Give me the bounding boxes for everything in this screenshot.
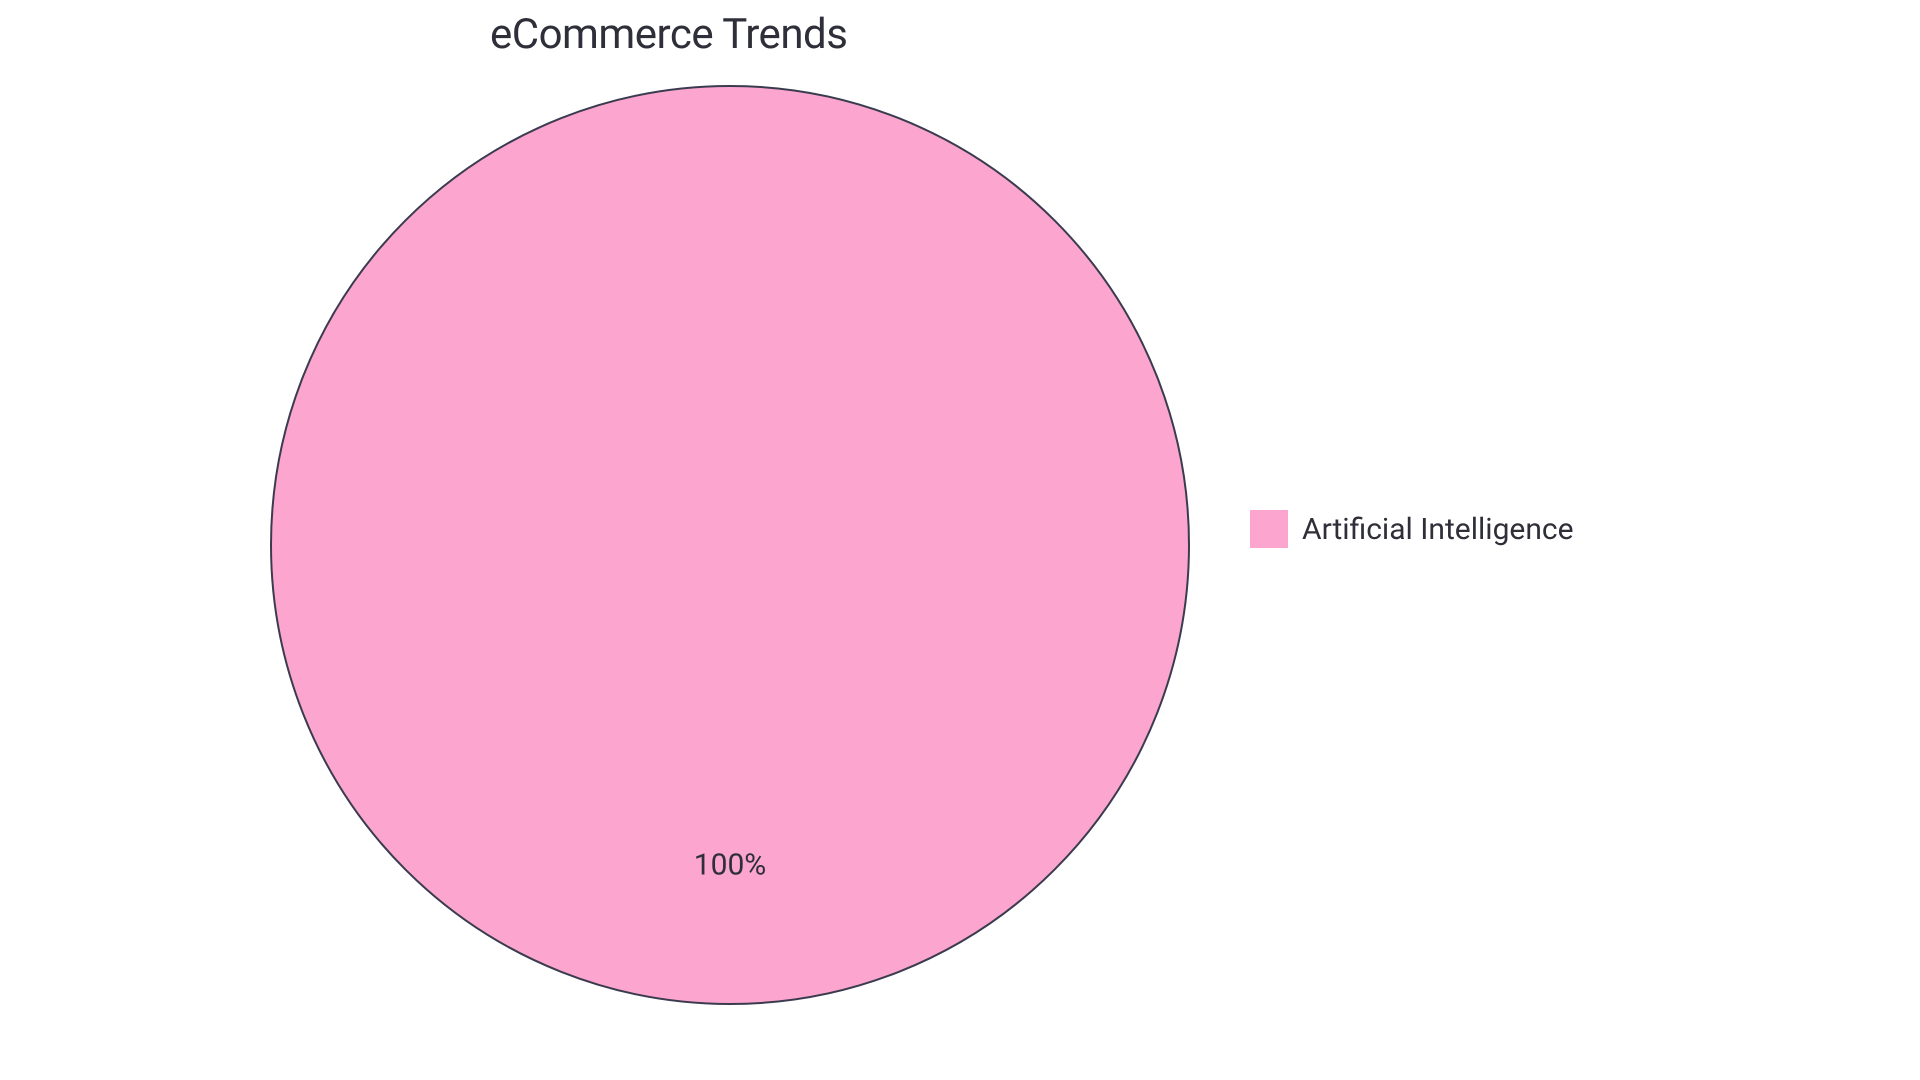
chart-title: eCommerce Trends xyxy=(490,10,847,59)
pie-slice-label: 100% xyxy=(694,848,767,883)
chart-legend: Artificial Intelligence xyxy=(1250,510,1574,548)
legend-label-artificial-intelligence: Artificial Intelligence xyxy=(1302,512,1574,547)
legend-swatch-artificial-intelligence xyxy=(1250,510,1288,548)
pie-chart: eCommerce Trends 100% Artificial Intelli… xyxy=(0,0,1920,1080)
